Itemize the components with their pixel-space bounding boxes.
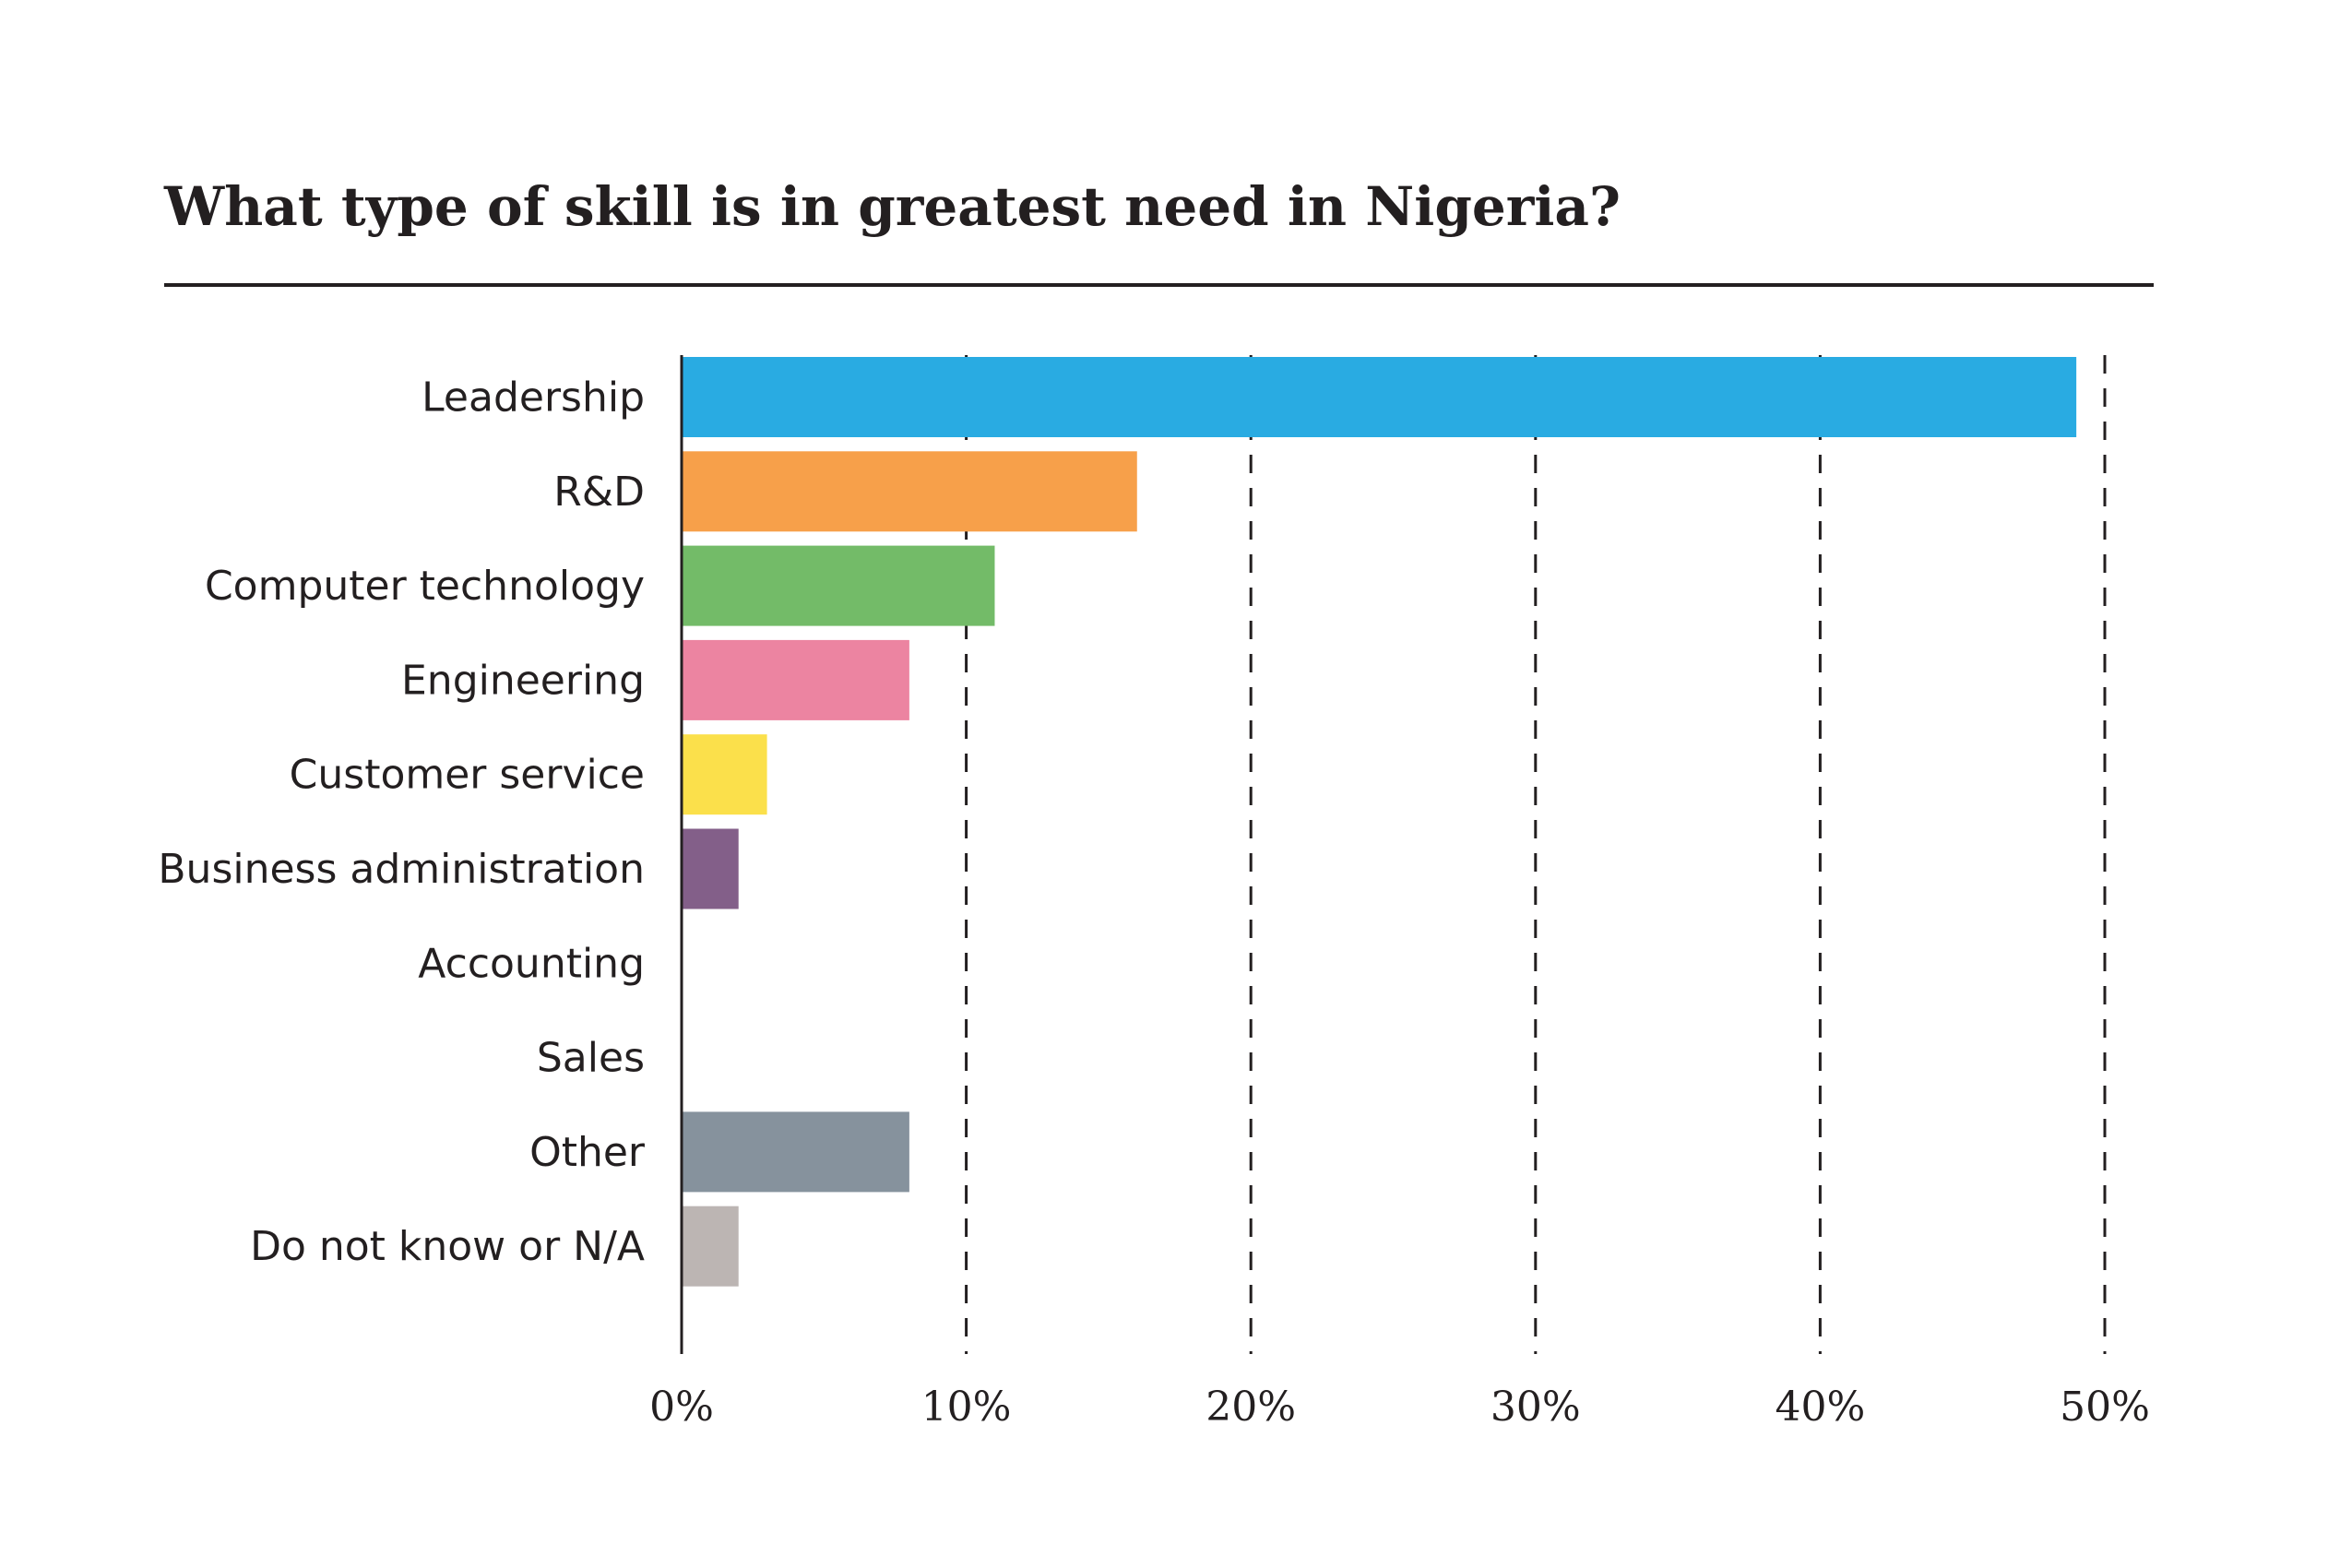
x-tick-label: 50% [2060,1384,2150,1431]
x-tick-label: 30% [1491,1384,1581,1431]
category-label: Do not know or N/A [250,1223,645,1270]
chart-title: What type of skill is in greatest need i… [163,175,1621,238]
category-label: Sales [537,1035,645,1082]
bar [682,1206,739,1287]
bar [682,1111,909,1193]
bar [682,734,767,815]
x-tick-label: 20% [1206,1384,1296,1431]
bar [682,357,2077,437]
category-label: Accounting [418,940,645,987]
bar [682,639,909,720]
bar [682,451,1137,532]
category-label: Leadership [422,374,645,422]
x-tick-label: 0% [649,1384,714,1431]
category-label: Computer technology [205,563,645,610]
category-label: Engineering [401,657,645,704]
x-tick-label: 40% [1776,1384,1866,1431]
x-tick-label: 10% [921,1384,1012,1431]
category-label: Customer service [290,752,645,799]
bar [682,828,739,909]
category-label: Business administration [158,846,645,893]
category-label: R&D [553,469,645,516]
bar [682,545,995,626]
category-label: Other [529,1129,646,1176]
